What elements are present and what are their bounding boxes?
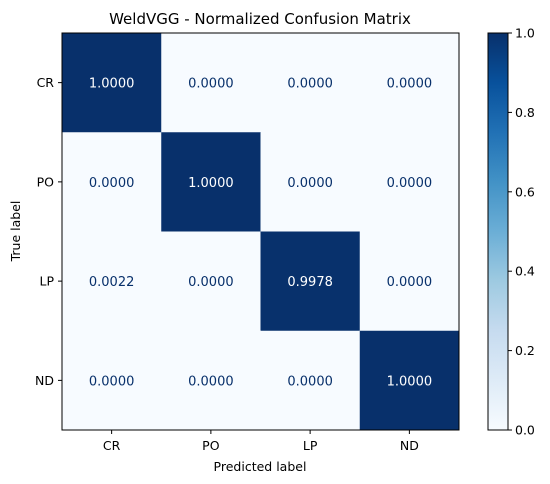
colorbar-tick-label: 0.8 [515, 105, 535, 120]
plot-frame [61, 32, 460, 431]
colorbar-ticks: 0.0 0.2 0.4 0.6 0.8 1.0 [508, 26, 535, 438]
matrix-cell [260, 330, 361, 431]
x-axis-label: Predicted label [214, 459, 307, 474]
x-tick-label: ND [400, 438, 419, 453]
cell-value-label: 0.0000 [89, 374, 135, 389]
cell-value-label: 0.0000 [387, 77, 433, 92]
x-tick-label: PO [202, 438, 220, 453]
cell-value-label: 0.0000 [387, 275, 433, 290]
matrix-cell [161, 132, 261, 232]
cell-value-label: 1.0000 [89, 77, 135, 92]
y-tick-label: LP [39, 274, 54, 289]
matrix-cell [62, 33, 162, 133]
cell-value-label: 0.0000 [188, 77, 234, 92]
matrix-cell [161, 330, 261, 431]
colorbar-tick-label: 1.0 [515, 26, 535, 41]
y-axis-ticks: CR PO LP ND [35, 75, 62, 388]
cell-value-label: 0.0022 [89, 275, 135, 290]
matrix-cell-labels: 1.0000 0.0000 0.0000 0.0000 0.0000 1.0000 0.00… [89, 77, 432, 390]
colorbar-tick-label: 0.2 [515, 343, 535, 358]
chart-title: WeldVGG - Normalized Confusion Matrix [109, 10, 411, 28]
cell-value-label: 1.0000 [387, 374, 433, 389]
cell-value-label: 0.0000 [287, 374, 333, 389]
matrix-cells [62, 33, 460, 431]
colorbar-tick-label: 0.6 [515, 184, 535, 199]
x-tick-label: CR [103, 438, 121, 453]
colorbar-tick-label: 0.0 [515, 423, 535, 438]
cell-value-label: 0.0000 [188, 275, 234, 290]
matrix-cell [62, 231, 162, 332]
colorbar [487, 32, 509, 431]
colorbar-tick-label: 0.4 [515, 264, 535, 279]
cell-value-label: 0.0000 [89, 176, 135, 191]
matrix-cell [62, 330, 162, 431]
matrix-cell [260, 33, 361, 133]
matrix-cell [161, 231, 261, 332]
cell-value-label: 0.9978 [287, 275, 333, 290]
matrix-cell [359, 33, 460, 133]
y-tick-label: ND [35, 373, 54, 388]
matrix-cell [260, 132, 361, 232]
matrix-cell [161, 33, 261, 133]
matrix-cell [62, 132, 162, 232]
matrix-cell [359, 231, 460, 332]
x-axis-ticks: CR PO LP ND [103, 430, 419, 453]
matrix-cell [359, 330, 460, 431]
x-tick-label: LP [303, 438, 318, 453]
matrix-cell [359, 132, 460, 232]
y-tick-label: PO [37, 174, 55, 189]
y-axis-label: True label [8, 201, 23, 263]
cell-value-label: 0.0000 [188, 374, 234, 389]
y-tick-label: CR [37, 75, 55, 90]
matrix-cell [260, 231, 361, 332]
cell-value-label: 0.0000 [287, 176, 333, 191]
cell-value-label: 0.0000 [387, 176, 433, 191]
cell-value-label: 1.0000 [188, 176, 234, 191]
cell-value-label: 0.0000 [287, 77, 333, 92]
